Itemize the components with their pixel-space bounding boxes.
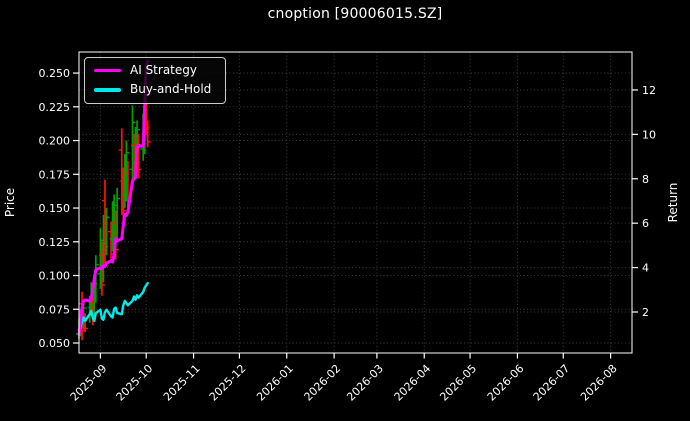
y-left-tick-label: 0.175: [39, 168, 71, 181]
x-tick-label: 2025-09: [68, 362, 110, 404]
buy-and-hold-line-swatch: [94, 88, 121, 92]
legend-item-ai-strategy: AI Strategy: [94, 63, 211, 77]
y-left-tick-label: 0.125: [39, 236, 71, 249]
y-right-tick-label: 4: [642, 262, 649, 275]
y-left-tick-label: 0.150: [39, 202, 71, 215]
series-line-buy-and-hold: [77, 281, 149, 336]
x-tick-label: 2026-02: [302, 362, 344, 404]
y-axis-label-return: Return: [666, 183, 680, 223]
x-tick-label: 2026-01: [254, 362, 296, 404]
y-left-tick-label: 0.100: [39, 270, 71, 283]
ai-strategy-line-swatch: [94, 68, 121, 73]
series-line-ai-strategy: [77, 59, 150, 336]
y-left-tick-label: 0.250: [39, 67, 71, 80]
plot-spines: [78, 51, 633, 354]
x-tick-label: 2026-03: [344, 362, 386, 404]
legend-label-buy-and-hold: Buy-and-Hold: [130, 82, 212, 97]
chart-title: cnoption [90006015.SZ]: [267, 6, 443, 22]
legend: AI Strategy Buy-and-Hold: [84, 57, 227, 105]
x-tick-label: 2026-05: [437, 362, 479, 404]
x-tick-label: 2026-08: [578, 362, 620, 404]
y-right-tick-label: 2: [642, 306, 649, 319]
legend-item-buy-and-hold: Buy-and-Hold: [94, 82, 212, 97]
x-tick-label: 2025-10: [114, 362, 156, 404]
y-right-tick-label: 10: [642, 128, 656, 141]
y-left-tick-label: 0.075: [39, 303, 71, 316]
x-tick-label: 2025-11: [161, 362, 203, 404]
y-right-tick-label: 12: [642, 84, 656, 97]
x-tick-label: 2026-06: [485, 362, 527, 404]
y-left-tick-label: 0.225: [39, 101, 71, 114]
y-right-tick-label: 6: [642, 217, 649, 230]
y-right-tick-label: 8: [642, 173, 649, 186]
y-axis-label-price: Price: [3, 188, 17, 217]
legend-label-ai-strategy: AI Strategy: [130, 63, 197, 77]
x-tick-label: 2026-07: [531, 362, 573, 404]
y-left-tick-label: 0.200: [39, 135, 71, 148]
y-left-tick-label: 0.050: [39, 337, 71, 350]
x-tick-label: 2025-12: [207, 362, 249, 404]
x-tick-label: 2026-04: [392, 362, 434, 404]
